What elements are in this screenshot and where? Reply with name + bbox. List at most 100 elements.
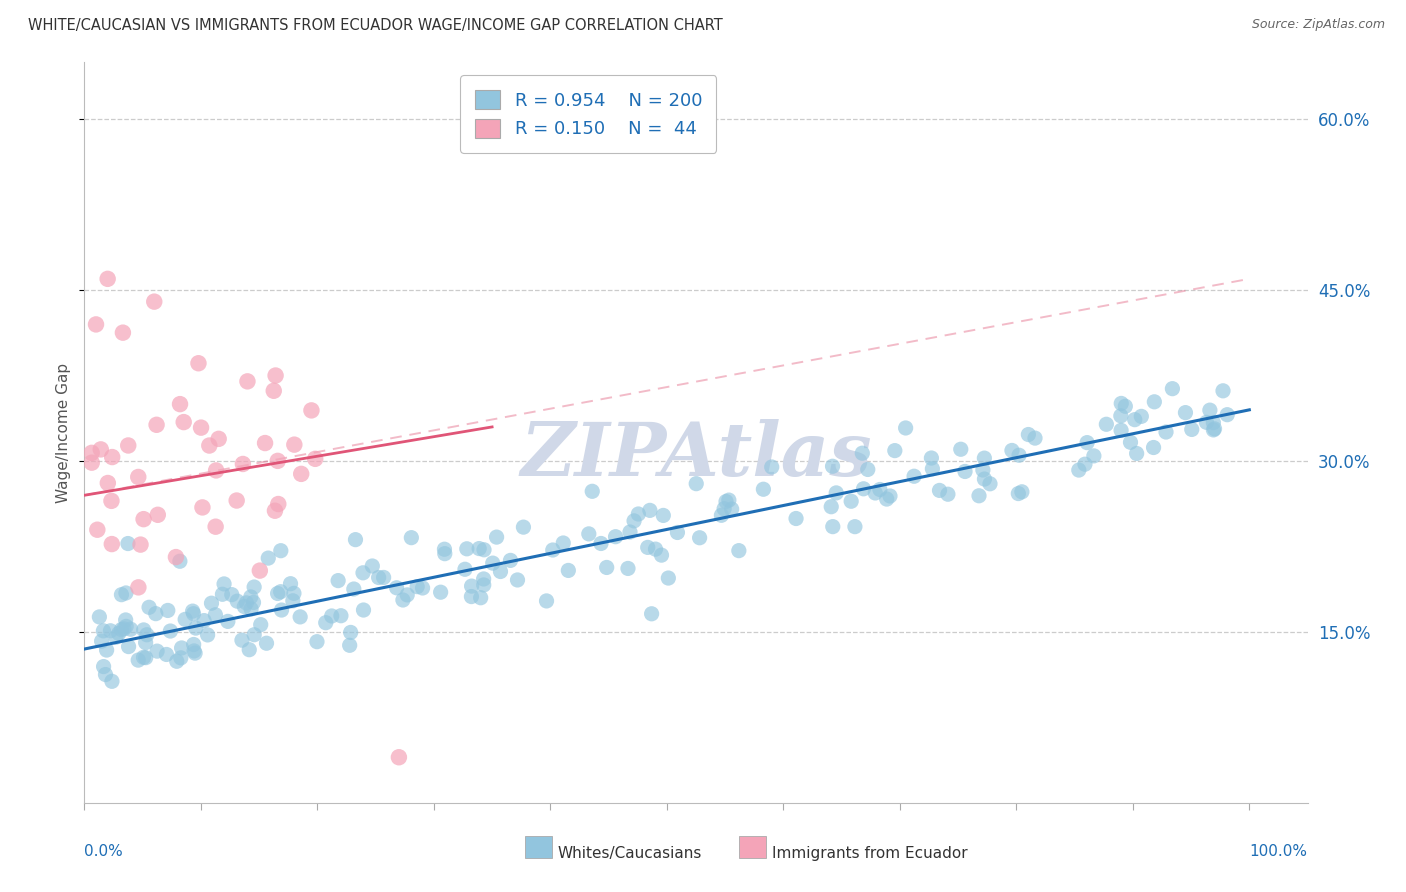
Point bbox=[666, 525, 689, 540]
Point bbox=[84, 318, 107, 332]
Point bbox=[205, 463, 228, 477]
Text: ZIPAtlas: ZIPAtlas bbox=[520, 418, 872, 491]
Point bbox=[1204, 422, 1226, 436]
Point bbox=[326, 574, 349, 588]
Point bbox=[110, 623, 132, 637]
Point bbox=[190, 420, 212, 434]
Point bbox=[714, 494, 737, 508]
Point bbox=[406, 580, 429, 594]
Point bbox=[197, 628, 219, 642]
Text: WHITE/CAUCASIAN VS IMMIGRANTS FROM ECUADOR WAGE/INCOME GAP CORRELATION CHART: WHITE/CAUCASIAN VS IMMIGRANTS FROM ECUAD… bbox=[28, 18, 723, 33]
Point bbox=[1008, 448, 1031, 462]
Point bbox=[973, 451, 995, 466]
Point bbox=[107, 626, 129, 640]
Point bbox=[166, 654, 188, 668]
Point bbox=[301, 403, 323, 417]
Point bbox=[264, 368, 287, 383]
Point bbox=[238, 642, 260, 657]
Point bbox=[949, 442, 972, 457]
Point bbox=[90, 442, 112, 457]
Point bbox=[657, 571, 679, 585]
Point bbox=[135, 628, 157, 642]
Point bbox=[80, 456, 103, 470]
Point bbox=[856, 462, 879, 476]
Point bbox=[1174, 406, 1197, 420]
Point bbox=[80, 446, 103, 460]
Point bbox=[256, 636, 278, 650]
Point bbox=[183, 638, 205, 652]
Point bbox=[752, 482, 775, 496]
Point bbox=[460, 579, 482, 593]
Point bbox=[146, 508, 169, 522]
Point bbox=[204, 607, 226, 622]
Point bbox=[820, 500, 842, 514]
Point bbox=[785, 511, 807, 525]
Point bbox=[135, 635, 157, 649]
Point bbox=[553, 536, 575, 550]
Point bbox=[145, 607, 167, 621]
Point bbox=[1109, 423, 1132, 437]
Point bbox=[623, 514, 645, 528]
Point bbox=[305, 634, 328, 648]
Point bbox=[264, 504, 287, 518]
Point bbox=[115, 619, 138, 633]
Point bbox=[1114, 399, 1136, 413]
Point bbox=[1109, 409, 1132, 423]
Point bbox=[1001, 443, 1024, 458]
Point bbox=[183, 644, 205, 658]
Point bbox=[184, 646, 207, 660]
Point bbox=[281, 594, 304, 608]
Text: Whites/Caucasians: Whites/Caucasians bbox=[558, 846, 702, 861]
Point bbox=[1076, 435, 1098, 450]
Point bbox=[481, 556, 503, 570]
Point bbox=[86, 523, 108, 537]
Point bbox=[1074, 457, 1097, 471]
Point bbox=[973, 472, 995, 486]
Point bbox=[499, 553, 522, 567]
Point bbox=[596, 560, 619, 574]
Point bbox=[536, 594, 558, 608]
Point bbox=[236, 375, 259, 389]
Point bbox=[821, 519, 844, 533]
Point bbox=[589, 536, 612, 550]
Point bbox=[169, 554, 191, 568]
Point bbox=[156, 603, 179, 617]
Point bbox=[429, 585, 451, 599]
Point bbox=[619, 524, 641, 539]
Point bbox=[617, 561, 640, 575]
Point bbox=[242, 595, 264, 609]
Point bbox=[267, 497, 290, 511]
Point bbox=[839, 494, 862, 508]
Point bbox=[239, 590, 262, 604]
Point bbox=[93, 659, 115, 673]
Point bbox=[280, 576, 302, 591]
Point bbox=[1202, 423, 1225, 437]
Point bbox=[581, 484, 603, 499]
Point bbox=[361, 559, 384, 574]
Point bbox=[456, 541, 478, 556]
Point bbox=[114, 613, 136, 627]
Point bbox=[1095, 417, 1118, 432]
Point bbox=[132, 650, 155, 665]
Point bbox=[243, 628, 266, 642]
Point bbox=[101, 537, 124, 551]
Point bbox=[138, 600, 160, 615]
Point bbox=[920, 450, 942, 465]
Point bbox=[132, 623, 155, 637]
Point bbox=[1130, 409, 1153, 424]
Point bbox=[243, 580, 266, 594]
Point bbox=[104, 630, 127, 644]
Point bbox=[1119, 435, 1142, 450]
Point bbox=[460, 590, 482, 604]
Point bbox=[512, 520, 534, 534]
Point bbox=[433, 547, 456, 561]
Point bbox=[468, 541, 491, 556]
Point bbox=[225, 493, 247, 508]
Point bbox=[290, 467, 312, 481]
Point bbox=[883, 443, 905, 458]
Point bbox=[472, 542, 495, 557]
Point bbox=[135, 650, 157, 665]
Point bbox=[221, 588, 243, 602]
Point bbox=[1154, 425, 1177, 439]
Point bbox=[191, 500, 214, 515]
